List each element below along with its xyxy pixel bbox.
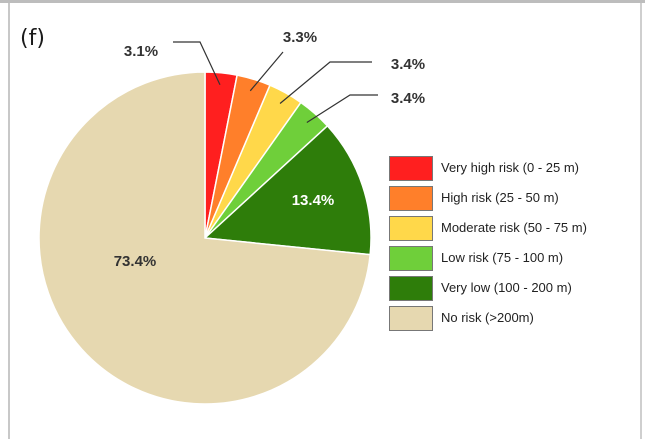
data-labels: 3.1% 3.3% 3.4% 3.4% 13.4% 73.4% bbox=[114, 29, 425, 270]
legend-label: Moderate risk (50 - 75 m) bbox=[441, 220, 587, 235]
legend-item-moderate: Moderate risk (50 - 75 m) bbox=[389, 214, 639, 244]
legend: Very high risk (0 - 25 m) High risk (25 … bbox=[389, 154, 639, 334]
frame-right-border bbox=[640, 3, 642, 439]
frame-top-border bbox=[0, 0, 645, 3]
data-label-very-low: 13.4% bbox=[292, 192, 335, 209]
data-label-low: 3.4% bbox=[391, 90, 425, 107]
legend-item-low: Low risk (75 - 100 m) bbox=[389, 244, 639, 274]
legend-swatch bbox=[389, 216, 433, 241]
data-label-moderate: 3.4% bbox=[391, 56, 425, 73]
legend-swatch bbox=[389, 156, 433, 181]
legend-item-very-low: Very low (100 - 200 m) bbox=[389, 274, 639, 304]
legend-label: Very high risk (0 - 25 m) bbox=[441, 160, 579, 175]
leader-line-high bbox=[249, 51, 284, 92]
legend-swatch bbox=[389, 306, 433, 331]
pie-slices bbox=[38, 71, 372, 405]
legend-item-very-high: Very high risk (0 - 25 m) bbox=[389, 154, 639, 184]
legend-label: Very low (100 - 200 m) bbox=[441, 280, 572, 295]
legend-item-no-risk: No risk (>200m) bbox=[389, 304, 639, 334]
data-label-very-high: 3.1% bbox=[124, 43, 158, 60]
pie-slice-no-risk bbox=[38, 71, 371, 405]
leader-line-very-high bbox=[173, 41, 221, 85]
leader-line-low bbox=[306, 94, 378, 123]
legend-swatch bbox=[389, 246, 433, 271]
legend-swatch bbox=[389, 186, 433, 211]
panel-label: (f) bbox=[20, 26, 45, 51]
legend-item-high: High risk (25 - 50 m) bbox=[389, 184, 639, 214]
legend-swatch bbox=[389, 276, 433, 301]
legend-label: High risk (25 - 50 m) bbox=[441, 190, 559, 205]
legend-label: Low risk (75 - 100 m) bbox=[441, 250, 564, 265]
data-label-high: 3.3% bbox=[283, 29, 317, 46]
pie-slice-very-low bbox=[203, 124, 372, 256]
leader-line-moderate bbox=[279, 61, 372, 104]
data-label-no-risk: 73.4% bbox=[114, 253, 157, 270]
leader-lines bbox=[173, 41, 378, 123]
legend-label: No risk (>200m) bbox=[441, 310, 534, 325]
frame-left-border bbox=[8, 3, 10, 439]
